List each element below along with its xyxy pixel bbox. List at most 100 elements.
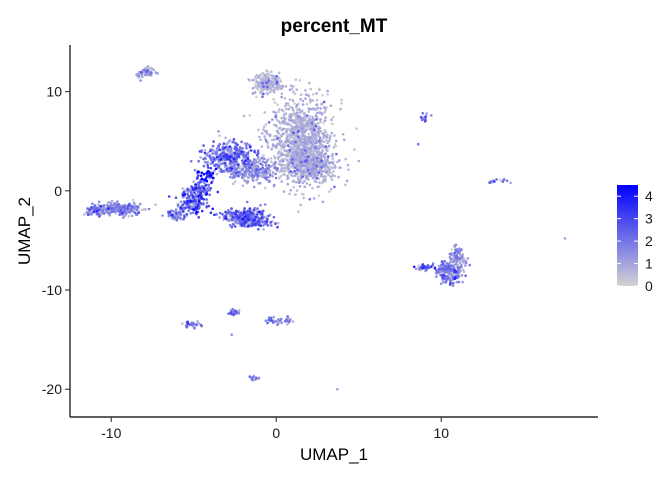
cell-point xyxy=(247,160,250,163)
cell-point xyxy=(271,164,275,167)
cell-point xyxy=(242,211,246,214)
cell-point xyxy=(316,159,319,163)
cell-point xyxy=(93,204,97,207)
cell-point xyxy=(292,151,295,154)
cell-point xyxy=(328,190,331,193)
cell-point xyxy=(314,146,317,149)
cell-point xyxy=(221,162,225,165)
cell-point xyxy=(298,185,302,188)
cell-point xyxy=(259,91,262,94)
cell-point xyxy=(202,202,205,206)
cell-point xyxy=(444,264,447,268)
cell-point xyxy=(321,94,325,97)
cell-point xyxy=(200,177,204,181)
cell-point xyxy=(253,150,256,154)
cell-point xyxy=(317,134,320,137)
cell-point xyxy=(319,168,323,171)
cell-point xyxy=(316,185,320,189)
cell-point xyxy=(258,181,262,185)
cell-point xyxy=(304,93,308,96)
cell-point xyxy=(229,169,233,172)
cell-point xyxy=(218,134,221,137)
cell-point xyxy=(448,252,452,256)
cell-point xyxy=(318,136,322,139)
cell-point xyxy=(293,102,296,105)
colorbar xyxy=(617,185,638,286)
cell-point xyxy=(187,194,191,198)
cell-point xyxy=(307,110,311,113)
cell-point xyxy=(146,69,150,72)
cell-point xyxy=(221,213,224,216)
cell-point xyxy=(113,207,116,210)
cell-point xyxy=(255,153,259,157)
cell-point xyxy=(227,312,230,316)
cell-point xyxy=(304,140,307,144)
cell-point xyxy=(202,144,205,147)
cell-point xyxy=(315,138,319,141)
cell-point xyxy=(248,375,252,378)
cell-point xyxy=(284,149,288,153)
cell-point xyxy=(268,169,272,172)
cell-point xyxy=(290,84,293,87)
cell-point xyxy=(268,90,272,93)
cell-point xyxy=(237,216,240,219)
cell-point xyxy=(223,161,227,165)
cell-point xyxy=(263,111,267,114)
cell-point xyxy=(251,179,255,182)
cell-point xyxy=(311,116,314,119)
cell-point xyxy=(246,217,250,221)
cell-point xyxy=(315,156,319,160)
cell-point xyxy=(256,155,260,159)
cell-point xyxy=(293,169,296,173)
cell-point xyxy=(336,387,339,391)
cell-point xyxy=(253,91,257,95)
cell-point xyxy=(312,158,315,162)
cell-point xyxy=(261,79,265,83)
cell-point xyxy=(236,152,240,156)
cell-point xyxy=(229,159,232,163)
cell-point xyxy=(330,118,333,121)
cell-point xyxy=(338,159,341,162)
y-tick-label: -10 xyxy=(42,282,62,298)
cell-point xyxy=(131,198,135,202)
cell-point xyxy=(182,190,186,194)
cell-point xyxy=(265,77,268,80)
cell-point xyxy=(224,215,228,218)
y-tick-label: 0 xyxy=(54,183,62,199)
cell-point xyxy=(318,150,321,154)
cell-point xyxy=(222,154,226,158)
cell-point xyxy=(227,211,230,214)
cell-point xyxy=(220,170,224,173)
cell-point xyxy=(227,219,231,222)
cell-point xyxy=(340,98,343,102)
cell-point xyxy=(454,263,458,266)
cell-point xyxy=(271,321,275,324)
cell-point xyxy=(213,164,217,167)
cell-point xyxy=(282,132,286,135)
cell-point xyxy=(287,176,290,180)
cell-point xyxy=(449,267,452,270)
cell-point xyxy=(288,133,292,136)
cell-point xyxy=(254,83,258,87)
cell-point xyxy=(317,177,321,180)
cell-point xyxy=(191,211,195,215)
cell-point xyxy=(277,71,281,75)
cell-point xyxy=(266,224,270,227)
cell-point xyxy=(563,237,567,240)
cell-point xyxy=(270,138,274,142)
cell-point xyxy=(260,156,264,160)
x-tick-label: 0 xyxy=(272,425,280,441)
cell-point xyxy=(232,312,235,316)
cell-point xyxy=(195,323,199,327)
cell-point xyxy=(225,167,229,171)
cell-point xyxy=(286,182,290,186)
cell-point xyxy=(301,169,305,173)
cell-point xyxy=(288,88,292,92)
cell-point xyxy=(253,161,256,164)
cell-point xyxy=(317,131,320,135)
cell-point xyxy=(309,87,313,91)
cell-point xyxy=(255,80,259,83)
cell-point xyxy=(241,173,245,176)
cell-point xyxy=(276,86,279,89)
